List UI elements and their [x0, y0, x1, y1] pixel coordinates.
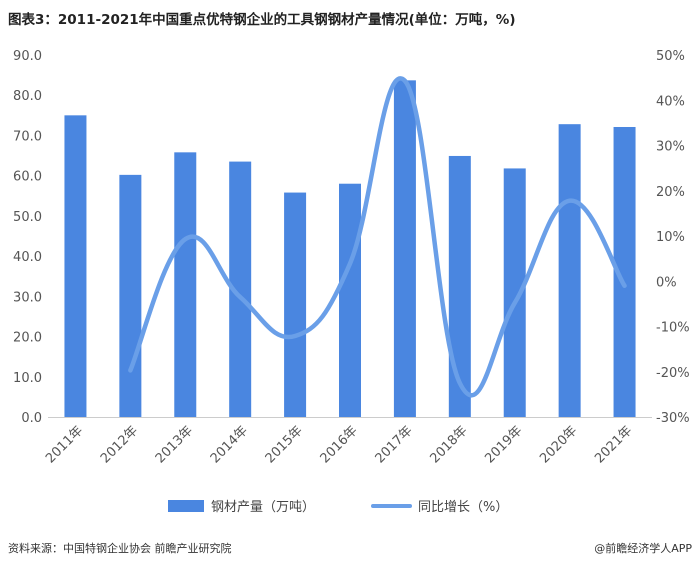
chart-title: 图表3：2011-2021年中国重点优特钢企业的工具钢钢材产量情况(单位：万吨，…: [8, 12, 516, 28]
left-tick-label: 20.0: [13, 331, 42, 346]
bar: [64, 115, 87, 417]
x-tick-label: 2020年: [537, 423, 580, 466]
right-tick-label: 10%: [656, 230, 685, 245]
x-tick-label: 2011年: [43, 423, 86, 466]
bar-series: [64, 80, 636, 418]
bar: [339, 183, 361, 417]
x-tick-label: 2013年: [153, 423, 196, 466]
bar: [284, 192, 307, 417]
x-tick-label: 2019年: [482, 423, 525, 466]
x-axis: 2011年 2012年 2013年 2014年 2015年 2016年 2017年 2018年…: [43, 423, 635, 466]
left-tick-label: 0.0: [21, 411, 42, 426]
left-axis: 0.0 10.0 20.0 30.0 40.0 50.0 60.0 70.0 80.0 90.0: [13, 49, 42, 426]
right-tick-label: 30%: [656, 140, 685, 155]
growth-line: [128, 76, 627, 398]
left-tick-label: 30.0: [13, 290, 42, 305]
right-tick-label: 0%: [656, 275, 677, 290]
left-tick-label: 80.0: [13, 89, 42, 104]
bar: [503, 168, 526, 417]
legend-bar-swatch: [168, 500, 204, 512]
x-tick-label: 2018年: [427, 423, 470, 466]
legend-line-label: 同比增长（%）: [418, 500, 508, 515]
bar: [448, 155, 471, 418]
x-tick-label: 2012年: [98, 423, 141, 466]
left-tick-label: 60.0: [13, 170, 42, 185]
right-tick-label: 50%: [656, 49, 685, 64]
brand-note: @前瞻经济学人APP: [594, 542, 692, 555]
line-series: [128, 76, 627, 398]
x-tick-label: 2014年: [208, 423, 251, 466]
bar: [393, 80, 416, 417]
x-tick-label: 2016年: [318, 423, 361, 466]
bar: [558, 124, 581, 417]
bar: [174, 152, 197, 418]
bar: [229, 161, 252, 417]
right-tick-label: 20%: [656, 185, 685, 200]
x-tick-label: 2021年: [592, 423, 635, 466]
left-tick-label: 10.0: [13, 371, 42, 386]
bar: [613, 126, 636, 418]
right-tick-label: -30%: [656, 411, 690, 426]
left-tick-label: 90.0: [13, 49, 42, 64]
source-note: 资料来源：中国特钢企业协会 前瞻产业研究院: [8, 542, 232, 555]
right-tick-label: 40%: [656, 94, 685, 109]
right-axis: -30% -20% -10% 0% 10% 20% 30% 40% 50%: [656, 49, 690, 426]
x-tick-label: 2015年: [263, 423, 306, 466]
x-tick-label: 2017年: [373, 423, 416, 466]
right-tick-label: -20%: [656, 366, 690, 381]
left-tick-label: 70.0: [13, 129, 42, 144]
left-tick-label: 50.0: [13, 210, 42, 225]
right-tick-label: -10%: [656, 321, 690, 336]
legend: 钢材产量（万吨） 同比增长（%）: [168, 500, 508, 515]
legend-bar-label: 钢材产量（万吨）: [211, 500, 315, 515]
bar: [119, 174, 142, 417]
left-tick-label: 40.0: [13, 250, 42, 265]
